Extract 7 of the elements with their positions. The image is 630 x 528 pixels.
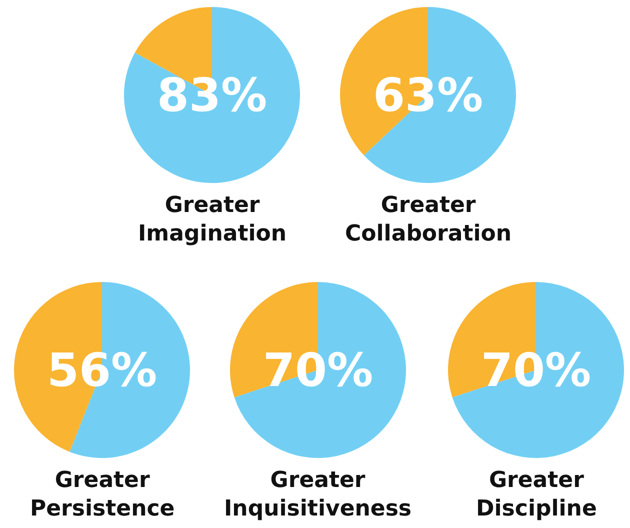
data-label: 83% [157, 68, 268, 122]
text: Greater Discipline [476, 468, 597, 522]
pie-slice [124, 7, 300, 183]
text: Greater Collaboration [345, 193, 512, 247]
text: Greater Inquisitiveness [224, 468, 412, 522]
text: Greater Imagination [138, 193, 287, 247]
text: Greater Persistence [30, 468, 175, 522]
